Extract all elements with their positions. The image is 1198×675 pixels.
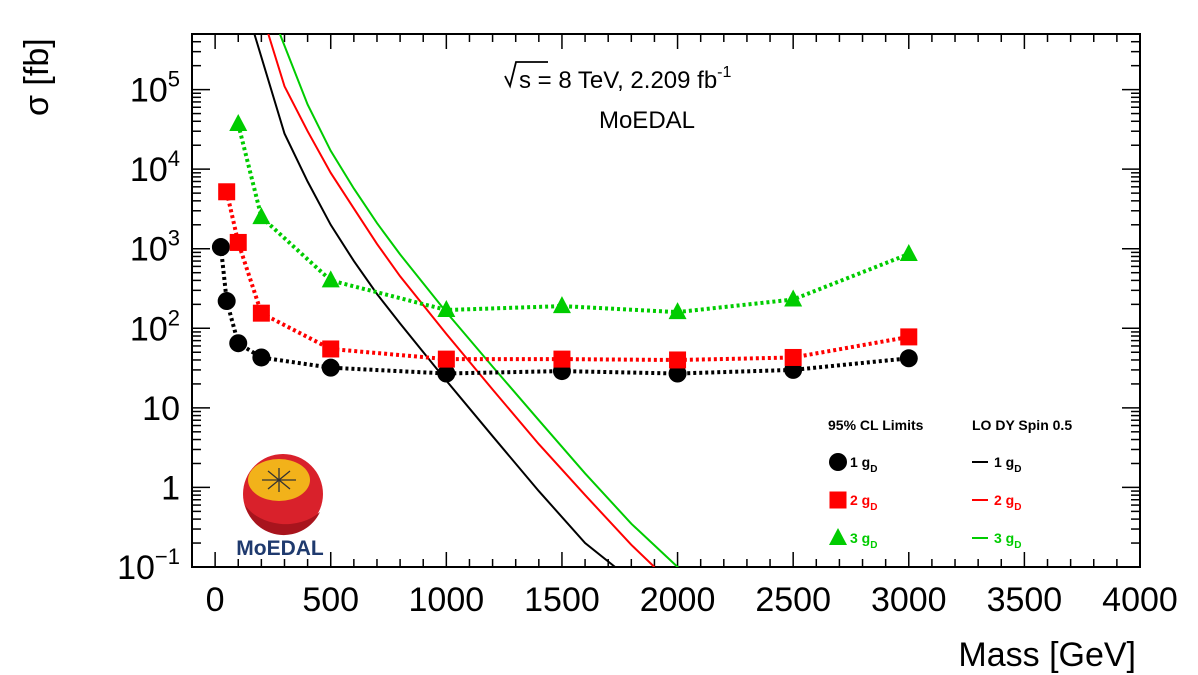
x-tick-label: 2500: [755, 581, 831, 619]
limit-point-2gd: [218, 183, 236, 201]
legend-header-theory: LO DY Spin 0.5: [972, 417, 1072, 433]
y-tick-labels: 10−1 1 10 102 103 104 105: [117, 67, 180, 587]
moedal-logo: MoEDAL: [236, 454, 324, 560]
y-tick-label: 102: [130, 305, 180, 348]
x-tick-label: 1000: [409, 581, 485, 619]
theory-curve-1gd: [253, 34, 616, 567]
legend-label-theory: 1 gD: [994, 454, 1021, 475]
limit-point-3gd: [252, 207, 271, 225]
legend-marker-2gd: [829, 491, 847, 509]
x-tick-labels: 0 500 1000 1500 2000 2500 3000 3500 4000: [206, 581, 1178, 619]
energy-label: s = 8 TeV, 2.209 fb: [519, 67, 717, 94]
logo-text: MoEDAL: [236, 537, 324, 560]
theory-curve-2gd: [267, 34, 656, 567]
limit-point-1gd: [211, 238, 230, 257]
energy-label-sup: -1: [717, 64, 731, 81]
limit-point-1gd: [668, 364, 687, 383]
axis-ticks: [192, 33, 1141, 568]
y-tick-label: 1: [161, 469, 180, 507]
legend-marker-1gd: [829, 453, 847, 471]
limit-point-1gd: [252, 348, 271, 367]
limit-point-1gd: [321, 358, 340, 377]
x-tick-label: 1500: [524, 581, 600, 619]
limit-point-2gd: [553, 350, 571, 368]
legend-label-theory: 3 gD: [994, 530, 1021, 551]
plot-frame: [191, 33, 1141, 568]
limit-point-3gd: [321, 270, 340, 288]
limit-point-2gd: [322, 340, 340, 358]
x-tick-label: 3000: [871, 581, 947, 619]
limit-markers: [211, 113, 918, 383]
x-tick-label: 3500: [987, 581, 1063, 619]
limit-curve-3gd: [236, 123, 910, 315]
logo-arrows: [262, 468, 296, 492]
sqrt-symbol: [504, 61, 548, 89]
y-tick-label: 103: [130, 226, 180, 269]
limit-point-2gd: [252, 304, 270, 322]
limit-point-2gd: [900, 328, 918, 346]
experiment-label: MoEDAL: [599, 107, 695, 134]
limit-point-3gd: [437, 299, 456, 317]
x-tick-label: 0: [206, 581, 225, 619]
limit-point-1gd: [899, 349, 918, 368]
limit-point-3gd: [229, 113, 248, 131]
legend-header-limits: 95% CL Limits: [828, 417, 924, 433]
svg-text:s = 8 TeV, 2.209 fb-1: s = 8 TeV, 2.209 fb-1: [519, 64, 732, 94]
y-tick-label: 10−1: [117, 544, 180, 587]
y-tick-label: 105: [130, 67, 180, 110]
x-axis-title: Mass [GeV]: [958, 636, 1136, 674]
legend: 95% CL Limits LO DY Spin 0.5 1 gD 2 gD 3 g…: [828, 417, 1072, 551]
legend-marker-3gd: [829, 528, 847, 545]
limit-point-3gd: [784, 289, 803, 307]
limit-point-2gd: [669, 351, 687, 369]
limit-point-1gd: [229, 334, 248, 353]
logo-sphere-shadow: [245, 505, 320, 536]
limit-point-2gd: [437, 350, 455, 368]
legend-label-theory: 2 gD: [994, 492, 1021, 513]
limit-point-2gd: [784, 348, 802, 366]
legend-label-limit: 1 gD: [850, 454, 877, 475]
y-tick-label: 104: [130, 146, 180, 189]
limit-point-3gd: [899, 243, 918, 261]
x-tick-label: 500: [302, 581, 359, 619]
x-tick-label: 4000: [1102, 581, 1178, 619]
energy-annotation: s = 8 TeV, 2.209 fb-1: [504, 61, 732, 94]
legend-label-limit: 3 gD: [850, 530, 877, 551]
limit-point-2gd: [229, 233, 247, 251]
y-axis-title: σ [fb]: [18, 38, 56, 116]
limit-point-3gd: [668, 302, 687, 320]
legend-label-limit: 2 gD: [850, 492, 877, 513]
y-tick-label: 10: [142, 390, 180, 428]
x-tick-label: 2000: [640, 581, 716, 619]
limit-point-1gd: [217, 292, 236, 311]
limit-point-1gd: [437, 364, 456, 383]
legend-rows: 1 gD 2 gD 3 gD 1 gD 2 gD 3 gD: [829, 453, 1021, 551]
limit-point-3gd: [552, 296, 571, 314]
limit-curve-1gd: [218, 246, 909, 376]
